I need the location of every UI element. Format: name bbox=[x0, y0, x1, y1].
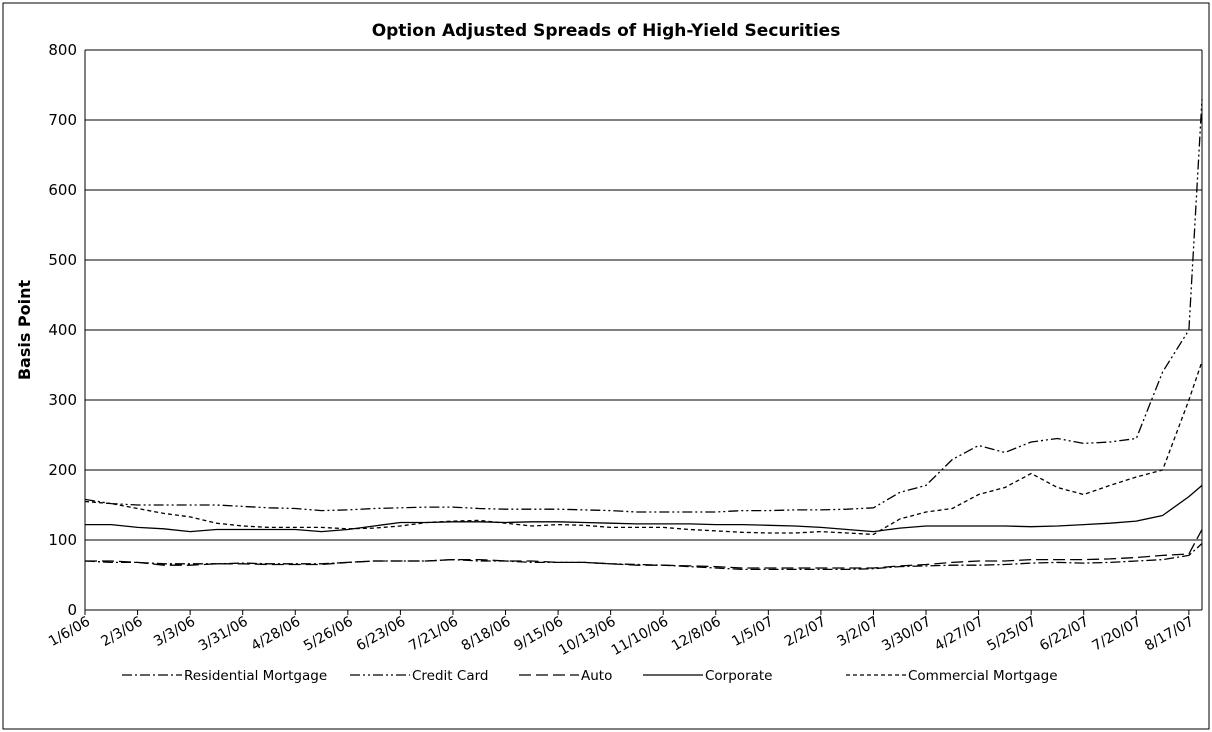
y-axis-label: Basis Point bbox=[15, 279, 34, 380]
legend-label-3: Corporate bbox=[705, 668, 773, 684]
series-lines bbox=[84, 98, 1203, 571]
y-tick-label: 700 bbox=[48, 111, 77, 129]
y-tick-labels: 0 100 200 300 400 500 600 700 800 bbox=[48, 41, 77, 619]
y-tick-label: 600 bbox=[48, 181, 77, 199]
series-line-1 bbox=[84, 98, 1203, 513]
chart-title: Option Adjusted Spreads of High-Yield Se… bbox=[372, 21, 841, 41]
y-tick-label: 800 bbox=[48, 41, 77, 59]
series-line-3 bbox=[85, 484, 1203, 533]
series-line-4 bbox=[84, 361, 1203, 536]
y-tick-label: 200 bbox=[48, 461, 77, 479]
legend-label-4: Commercial Mortgage bbox=[908, 668, 1058, 684]
legend-label-0: Residential Mortgage bbox=[184, 668, 327, 684]
y-tick-label: 500 bbox=[48, 251, 77, 269]
y-tick-label: 400 bbox=[48, 321, 77, 339]
y-tick-label: 300 bbox=[48, 391, 77, 409]
legend: Residential Mortgage Credit Card Auto Corpo… bbox=[122, 668, 1058, 684]
y-tick-label: 100 bbox=[48, 531, 77, 549]
grid-lines bbox=[84, 49, 1203, 611]
legend-label-1: Credit Card bbox=[412, 668, 488, 684]
y-tick-label: 0 bbox=[67, 601, 77, 619]
series-line-2 bbox=[85, 529, 1203, 569]
legend-label-2: Auto bbox=[581, 668, 612, 684]
